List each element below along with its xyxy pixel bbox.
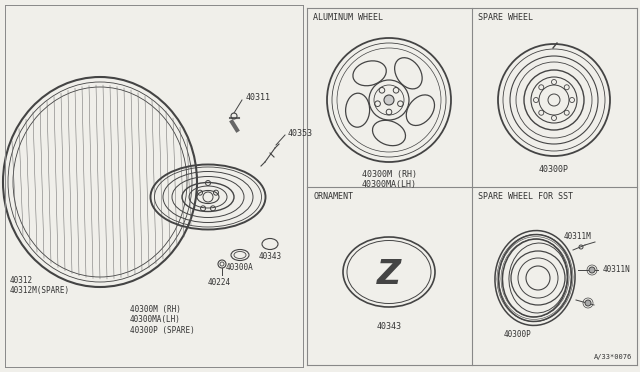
Text: 40343: 40343 <box>259 252 282 261</box>
Text: 40343: 40343 <box>376 322 401 331</box>
Text: 40300A: 40300A <box>226 263 254 272</box>
Text: SPARE WHEEL FOR SST: SPARE WHEEL FOR SST <box>478 192 573 201</box>
Text: 40311M: 40311M <box>564 232 592 241</box>
Text: 40353: 40353 <box>288 128 313 138</box>
Text: 40300M (RH)
40300MA(LH): 40300M (RH) 40300MA(LH) <box>362 170 417 189</box>
Text: A/33*0076: A/33*0076 <box>594 354 632 360</box>
Text: 40300M (RH)
40300MA(LH)
40300P (SPARE): 40300M (RH) 40300MA(LH) 40300P (SPARE) <box>130 305 195 335</box>
Circle shape <box>384 95 394 105</box>
Text: 40300P: 40300P <box>504 330 532 339</box>
Text: 40300P: 40300P <box>539 165 569 174</box>
Text: 40311: 40311 <box>246 93 271 103</box>
Text: ORNAMENT: ORNAMENT <box>313 192 353 201</box>
Circle shape <box>585 300 591 306</box>
Text: 40224: 40224 <box>208 278 231 287</box>
Text: SPARE WHEEL: SPARE WHEEL <box>478 13 533 22</box>
Text: Z: Z <box>377 257 401 291</box>
Text: 40312
40312M(SPARE): 40312 40312M(SPARE) <box>10 276 70 295</box>
Circle shape <box>589 267 595 273</box>
Text: ALUMINUM WHEEL: ALUMINUM WHEEL <box>313 13 383 22</box>
Ellipse shape <box>509 243 567 313</box>
Text: 40311N: 40311N <box>603 266 631 275</box>
